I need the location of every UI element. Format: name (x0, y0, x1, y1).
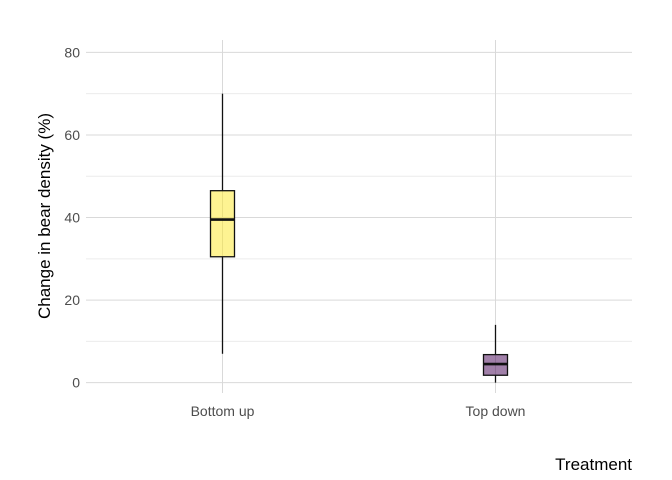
x-tick-label: Top down (466, 403, 526, 419)
y-tick-label: 60 (64, 127, 80, 143)
box-iqr (209, 190, 236, 258)
x-tick-labels: Bottom up Top down (191, 403, 526, 419)
y-tick-labels: 0 20 40 60 80 (64, 44, 80, 390)
y-tick-label: 0 (72, 375, 80, 391)
y-axis-title: Change in bear density (%) (35, 113, 54, 319)
x-axis-title: Treatment (555, 455, 632, 474)
y-tick-label: 20 (64, 292, 80, 308)
y-tick-label: 80 (64, 44, 80, 60)
box-series (209, 93, 509, 383)
x-tick-label: Bottom up (191, 403, 255, 419)
y-tick-label: 40 (64, 210, 80, 226)
box-bottom-up (209, 93, 236, 354)
grid-lines (86, 40, 632, 393)
box-top-down (482, 324, 509, 383)
